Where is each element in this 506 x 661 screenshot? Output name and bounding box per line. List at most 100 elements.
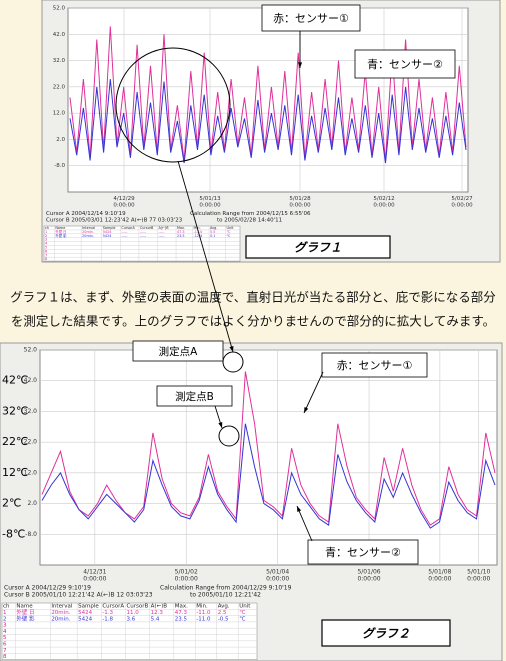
x-tick-label: 5/02/27 (451, 196, 473, 202)
table-cell: 1 (45, 230, 47, 234)
y-tick-label: -8.0 (54, 163, 65, 169)
cursor-info: Calculation Range from 2004/12/15 6:55'0… (190, 211, 311, 217)
x-tick-label: 0:00:00 (175, 576, 198, 583)
data-table (1, 602, 258, 661)
table-cell: 11.0 (126, 610, 139, 616)
caption: グラフ１ (294, 241, 342, 255)
point-label: 測定点A (159, 345, 198, 358)
sensor-label-box (321, 352, 428, 378)
table-cell: Max. (175, 604, 188, 610)
table-cell: 5424 (103, 234, 112, 238)
sensor-label-box (261, 4, 361, 32)
table-cell: ℃ (227, 234, 231, 238)
table-cell: 7 (45, 253, 47, 257)
table-cell: ℃ (227, 230, 231, 234)
arrow-line (296, 505, 313, 542)
caption-box (321, 619, 451, 647)
table-cell: 23.5 (175, 616, 188, 622)
table-cell: -11.0 (196, 610, 211, 616)
table-cell: 12.3 (151, 610, 164, 616)
table-cell: 20min. (51, 616, 70, 622)
sensor-label-box (307, 539, 419, 565)
celsius-label: 12℃ (2, 466, 28, 479)
table-cell: 1 (3, 610, 7, 616)
x-tick-label: 5/01/02 (175, 569, 198, 576)
sensor-label: 赤：センサー① (273, 12, 349, 25)
x-tick-label: 0:00:00 (428, 576, 451, 583)
y-tick-label: 22.0 (24, 439, 38, 446)
paragraph-line: グラフ１は、まず、外壁の表面の温度で、直射日光が当たる部分と、庇で影になる部分 (10, 290, 496, 305)
table-cell: CursorA (121, 226, 135, 230)
table-cell: ----- (158, 234, 165, 238)
cursor-info: to 2005/01/10 12:21'42 (190, 592, 261, 599)
arrow-head (218, 422, 223, 428)
x-tick-label: 5/01/08 (428, 569, 451, 576)
table-cell: -1.3 (102, 610, 113, 616)
table-cell: 外壁 影 (55, 233, 67, 238)
table-cell: Interval (82, 226, 95, 230)
table-cell: Name (16, 604, 33, 610)
table-cell: CursorA (102, 604, 124, 610)
x-tick-label: 0:00:00 (266, 576, 289, 583)
y-tick-label: 52.0 (24, 347, 38, 354)
table-cell: 4 (3, 629, 7, 635)
table-cell: ----- (121, 230, 128, 234)
data-line (69, 78, 467, 164)
table-cell: 5424 (78, 610, 92, 616)
y-tick-label: 12.0 (24, 469, 38, 476)
x-tick-label: 5/01/28 (289, 196, 311, 202)
table-cell: 5 (45, 245, 47, 249)
table-cell: 0.1 (210, 234, 215, 238)
point-label-box (132, 340, 224, 362)
x-tick-label: 0:00:00 (83, 576, 106, 583)
table-cell: ----- (121, 234, 128, 238)
arrow-head (297, 506, 302, 512)
table-cell: A(←)B (151, 604, 168, 610)
x-tick-label: 5/01/13 (199, 196, 221, 202)
table-cell: 外壁 日 (55, 229, 66, 234)
point-label: 測定点B (175, 390, 214, 403)
table-cell: ----- (158, 230, 165, 234)
x-tick-label: 0:00:00 (289, 203, 311, 209)
cursor-info: Cursor B 2005/03/01 12:23'42 A(←)B 77 03… (46, 218, 183, 224)
table-cell: ----- (140, 234, 147, 238)
celsius-label: 2℃ (2, 497, 21, 510)
cursor-info: Calculation Range from 2004/12/29 9:10'1… (160, 585, 292, 592)
highlight-circle (115, 47, 231, 163)
plot-area (67, 7, 469, 193)
table-cell: 2.5 (218, 610, 227, 616)
table-cell: Sample (103, 226, 116, 230)
table-cell: CursorB (126, 604, 148, 610)
table-cell: 外壁 日 (16, 608, 34, 616)
x-tick-label: 5/01/06 (357, 569, 380, 576)
table-cell: Avg. (210, 226, 217, 230)
table-cell: -11.0 (196, 616, 211, 622)
x-tick-label: 0:00:00 (357, 576, 380, 583)
celsius-label: -8℃ (2, 527, 25, 540)
cursor-info: to 2005/02/28 14:40'11 (217, 218, 282, 224)
table-cell: 5.5 (210, 230, 215, 234)
arrow-line (177, 160, 234, 353)
table-cell: Max. (177, 226, 185, 230)
y-tick-label: 32.0 (24, 408, 38, 415)
table-cell: ch (45, 226, 49, 230)
x-tick-label: 0:00:00 (113, 203, 135, 209)
arrow-line (303, 371, 324, 414)
table-cell: 2 (45, 234, 47, 238)
table-cell: 6 (45, 249, 47, 253)
caption: グラフ２ (362, 627, 410, 641)
cursor-info: Cursor A 2004/12/14 9:10'19 (46, 211, 126, 217)
x-tick-label: 0:00:00 (451, 203, 473, 209)
table-cell: 23.5 (177, 234, 185, 238)
table-cell: Interval (51, 604, 73, 610)
table-cell: ----- (140, 230, 147, 234)
table-cell: 2 (3, 616, 7, 622)
table-cell: 7 (3, 648, 7, 654)
table-cell: 20min. (82, 234, 94, 238)
data-line (41, 423, 496, 529)
table-cell: 20min. (51, 610, 70, 616)
table-cell: ℃ (239, 615, 245, 622)
table-cell: 3 (45, 238, 47, 242)
celsius-label: 22℃ (2, 435, 28, 448)
